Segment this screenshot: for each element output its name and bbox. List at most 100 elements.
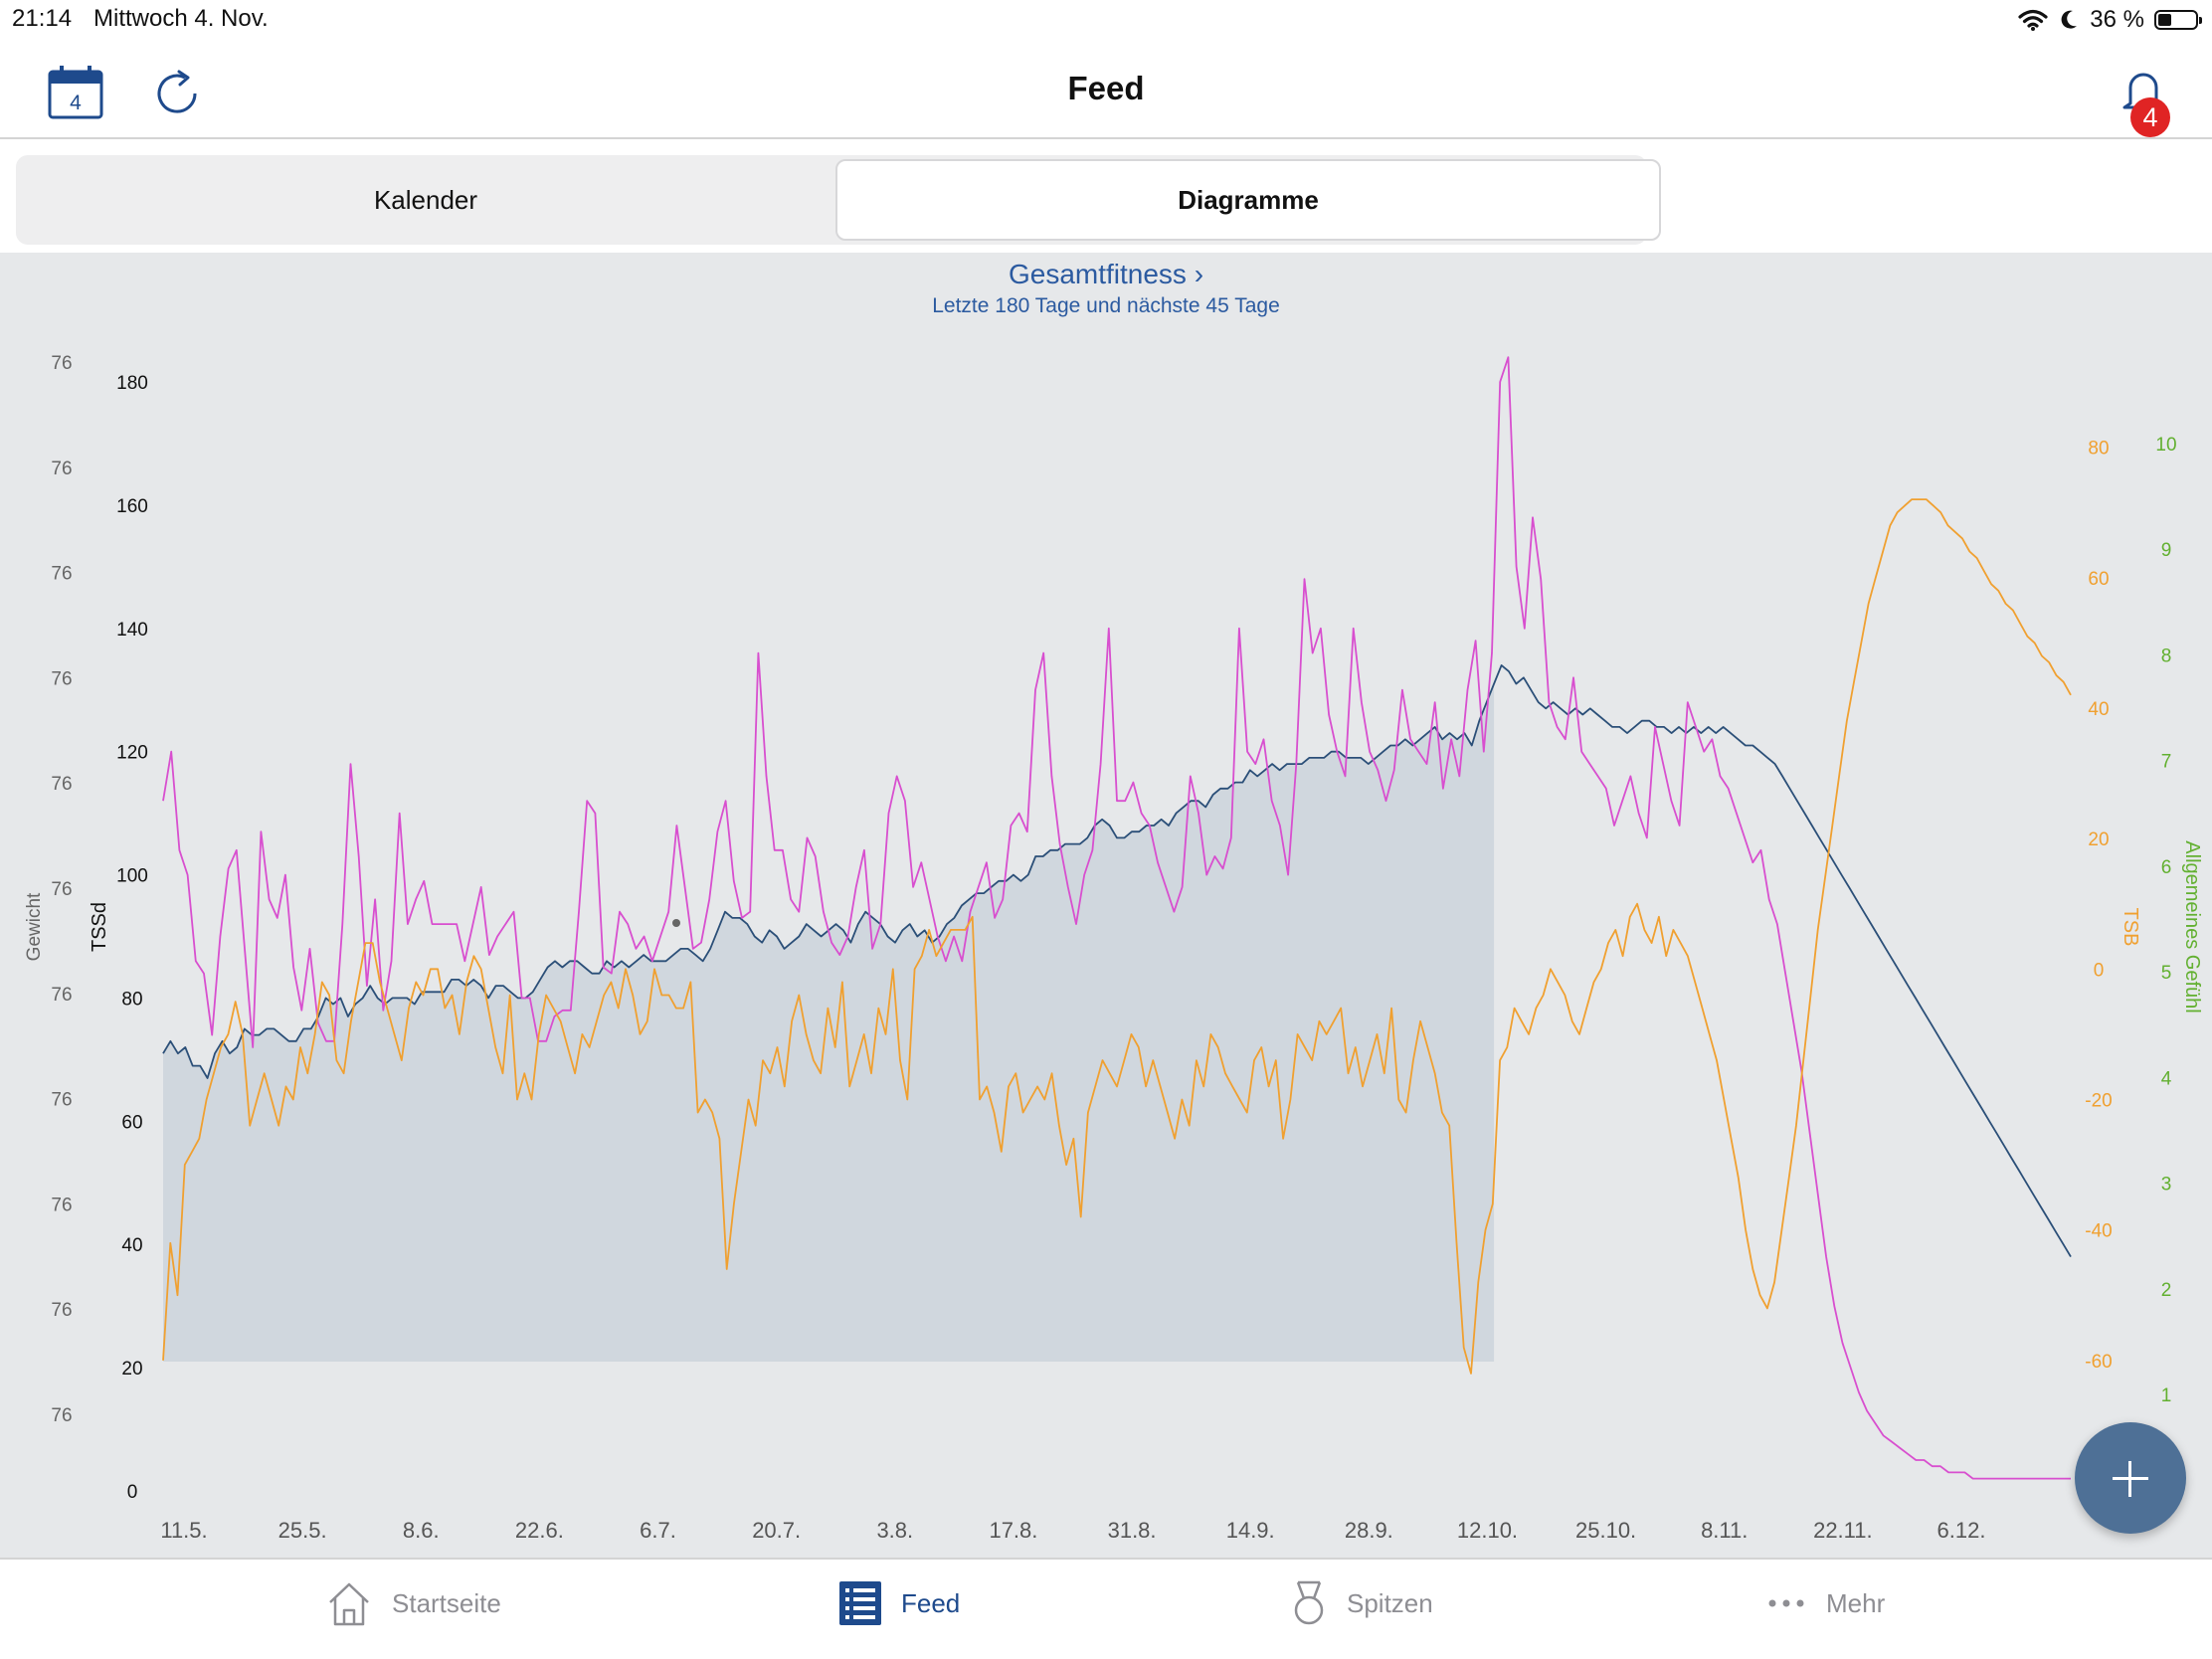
weight-data-point [672,919,680,927]
axis-label-tssd: TSSd [89,902,110,952]
tsb-tick-label: 0 [2094,960,2105,981]
tab-startseite[interactable]: Startseite [324,1575,501,1631]
medal-icon [1294,1580,1324,1625]
chart-title-text: Gesamtfitness [1008,259,1187,289]
calendar-icon[interactable]: 4 [46,62,105,121]
moon-icon [2061,10,2078,29]
feeling-tick-label: 7 [2161,752,2172,773]
chart-subtitle: Letzte 180 Tage und nächste 45 Tage [932,294,1280,317]
battery-percent: 36 % [2090,6,2144,33]
feeling-tick-label: 8 [2161,645,2172,666]
tsb-tick-label: -60 [2085,1352,2112,1373]
date-tick-label: 28.9. [1345,1518,1393,1543]
notification-badge: 4 [2130,97,2170,137]
weight-tick-label: 76 [51,879,72,900]
tsb-tick-label: -20 [2085,1090,2112,1111]
date-axis: 11.5. 25.5. 8.6. 22.6. 6.7. 20.7. 3.8. 17.8. 31.… [160,1518,1985,1543]
tssd-tick-label: 80 [121,989,142,1010]
navigation-bar: 4 Feed 4 [0,40,2212,139]
tssd-tick-label: 20 [121,1359,142,1380]
tab-label: Spitzen [1347,1587,1433,1618]
tsb-tick-label: 20 [2088,830,2109,850]
status-indicators: 36 % [2018,4,2202,36]
series-line-0 [162,663,2072,1258]
weight-axis: 76 76 76 76 76 76 76 76 76 76 76 [51,353,72,1426]
weight-tick-label: 76 [51,1195,72,1215]
date-tick-label: 22.6. [515,1518,564,1543]
wifi-icon [2018,9,2048,31]
axis-label-tsb: TSB [2120,908,2141,947]
tssd-tick-label: 180 [116,373,148,394]
tab-label: Feed [901,1587,961,1618]
date-tick-label: 11.5. [160,1518,207,1543]
date-tick-label: 12.10. [1457,1518,1518,1543]
feeling-tick-label: 5 [2161,963,2172,984]
date-tick-label: 17.8. [989,1518,1037,1543]
status-date: Mittwoch 4. Nov. [93,5,269,32]
tsb-axis: -60 -40 -20 0 20 40 60 80 [2085,439,2112,1373]
date-tick-label: 31.8. [1108,1518,1157,1543]
series-line-2 [162,498,2072,1375]
date-tick-label: 25.5. [278,1518,327,1543]
weight-tick-label: 76 [51,353,72,374]
feeling-tick-label: 4 [2161,1068,2172,1089]
more-dots-icon [1768,1599,1804,1607]
date-tick-label: 6.12. [1937,1518,1986,1543]
segment-kalender[interactable]: Kalender [373,185,478,215]
tab-bar: Startseite Feed Spitzen Mehr [0,1558,2212,1659]
tab-feed[interactable]: Feed [837,1575,960,1631]
tssd-tick-label: 40 [121,1235,142,1256]
date-tick-label: 22.11. [1813,1518,1873,1543]
weight-tick-label: 76 [51,564,72,585]
tab-spitzen[interactable]: Spitzen [1289,1575,1433,1631]
feeling-tick-label: 1 [2161,1385,2172,1406]
weight-tick-label: 76 [51,1300,72,1321]
chart-title[interactable]: Gesamtfitness › [0,259,2212,290]
view-segmented-control: Kalender Diagramme [16,155,1661,245]
calendar-day: 4 [70,92,82,114]
battery-icon [2154,10,2202,30]
tab-label: Mehr [1826,1587,1886,1618]
date-tick-label: 20.7. [752,1518,801,1543]
feeling-axis: 1 2 3 4 5 6 7 8 9 10 [2155,435,2176,1406]
date-tick-label: 6.7. [640,1518,676,1543]
tab-mehr[interactable]: Mehr [1764,1575,1885,1631]
status-bar: 21:14 Mittwoch 4. Nov. 36 % [0,0,2212,40]
tssd-tick-label: 140 [116,620,148,641]
segment-diagramme[interactable]: Diagramme [835,159,1661,241]
feeling-tick-label: 10 [2155,435,2176,456]
home-icon [329,1582,369,1626]
series-area-fill [163,683,1495,1491]
chevron-right-icon: › [1194,259,1204,289]
tssd-axis: 0 20 40 60 80 100 120 140 160 180 [116,373,148,1503]
tssd-tick-label: 0 [127,1482,138,1503]
weight-tick-label: 76 [51,459,72,479]
date-tick-label: 14.9. [1226,1518,1275,1543]
feeling-tick-label: 3 [2161,1175,2172,1196]
refresh-icon[interactable] [147,64,207,123]
add-button[interactable] [2075,1422,2186,1534]
axis-label-gefuehl: Allgemeines Gefühl [2181,840,2203,1013]
date-tick-label: 3.8. [876,1518,913,1543]
tsb-tick-label: 60 [2088,569,2109,590]
tssd-tick-label: 160 [116,496,148,517]
page-title: Feed [1067,70,1145,106]
date-tick-label: 8.11. [1701,1518,1748,1543]
feed-list-icon [839,1581,881,1625]
date-tick-label: 8.6. [403,1518,440,1543]
chart-panel: 76 76 76 76 76 76 76 76 76 76 76 0 20 40 60 80 100 120 14… [0,253,2212,1558]
tsb-tick-label: 80 [2088,439,2109,460]
weight-tick-label: 76 [51,985,72,1006]
weight-tick-label: 76 [51,1090,72,1111]
weight-tick-label: 76 [51,668,72,689]
tssd-tick-label: 60 [121,1112,142,1133]
tab-label: Startseite [392,1587,501,1618]
feeling-tick-label: 9 [2161,540,2172,561]
weight-tick-label: 76 [51,1405,72,1426]
tsb-tick-label: 40 [2088,699,2109,720]
tsb-tick-label: -40 [2085,1221,2112,1242]
tssd-tick-label: 100 [116,866,148,887]
tssd-tick-label: 120 [116,743,148,764]
status-time: 21:14 [12,5,73,32]
